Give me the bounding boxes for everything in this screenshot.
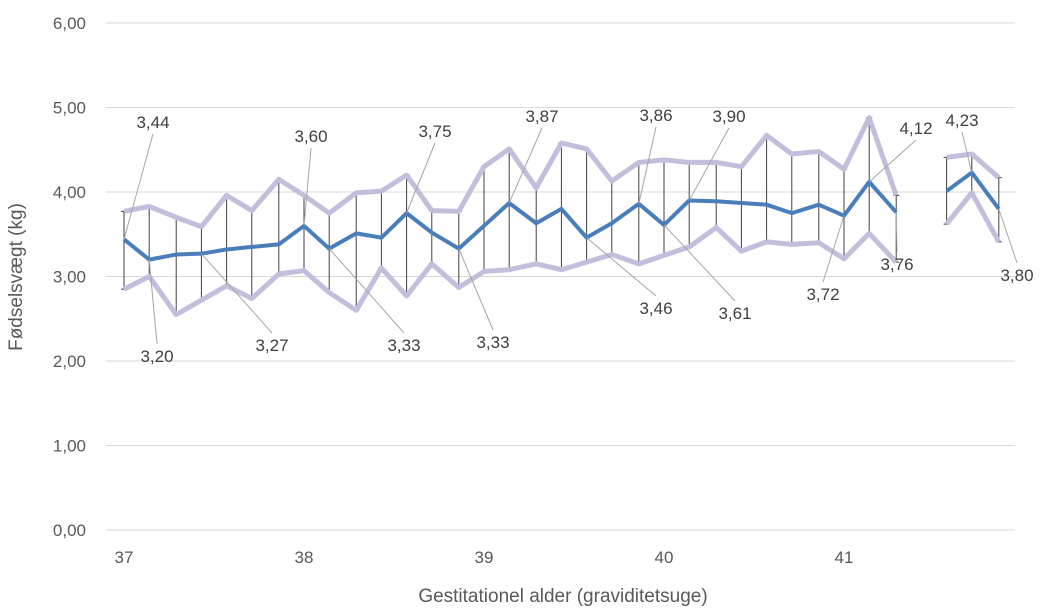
leader-line	[663, 224, 736, 302]
leader-line	[201, 253, 273, 334]
leader-line	[328, 248, 405, 334]
leader-line	[586, 237, 657, 297]
range-bands	[122, 115, 1001, 318]
data-label: 3,86	[639, 106, 672, 125]
data-label: 3,20	[140, 347, 173, 366]
x-tick-label: 40	[655, 548, 674, 567]
leader-line	[303, 147, 312, 226]
leader-line	[961, 131, 973, 173]
y-tick-label: 2,00	[53, 352, 86, 371]
leader-line	[998, 208, 1018, 264]
mean-line	[122, 179, 898, 262]
leader-line	[406, 142, 436, 214]
gridlines	[106, 22, 1015, 531]
y-tick-label: 1,00	[53, 437, 86, 456]
upper-line	[946, 151, 1001, 180]
data-label: 3,61	[718, 304, 751, 323]
data-label: 3,90	[712, 107, 745, 126]
data-label: 3,76	[880, 255, 913, 274]
x-tick-label: 37	[115, 548, 134, 567]
data-label: 3,60	[294, 127, 327, 146]
data-labels: 3,44 3,20 3,27 3,60 3,33 3,75 3,33 3,87 3,46 3,86…	[123, 106, 1034, 366]
data-label: 3,75	[418, 122, 451, 141]
data-label: 3,33	[476, 333, 509, 352]
leader-line	[148, 259, 158, 345]
x-axis-title: Gestitationel alder (graviditetsuge)	[418, 586, 707, 607]
leader-line	[895, 212, 898, 253]
x-tick-label: 39	[475, 548, 494, 567]
data-label: 4,12	[899, 119, 932, 138]
data-label: 3,87	[525, 107, 558, 126]
leader-line	[822, 215, 845, 283]
y-tick-label: 3,00	[53, 268, 86, 287]
data-label: 3,72	[806, 285, 839, 304]
y-axis-title: Fødselsvægt (kg)	[6, 203, 27, 351]
y-tick-label: 5,00	[53, 99, 86, 118]
x-tick-label: 41	[835, 548, 854, 567]
range-whiskers	[121, 117, 1002, 316]
data-label: 4,23	[945, 111, 978, 130]
leader-line	[508, 127, 543, 204]
data-label: 3,27	[255, 336, 288, 355]
x-tick-labels: 37 38 39 40 41	[115, 548, 854, 567]
leader-line	[868, 139, 917, 183]
y-tick-label: 0,00	[53, 521, 86, 540]
leader-line	[688, 127, 730, 201]
leader-line	[458, 248, 494, 331]
data-label: 3,80	[1000, 266, 1033, 285]
x-tick-label: 38	[295, 548, 314, 567]
y-tick-labels: 0,00 1,00 2,00 3,00 4,00 5,00 6,00	[53, 14, 86, 540]
upper-line	[123, 115, 899, 230]
leader-line	[638, 126, 657, 204]
leader-line	[123, 133, 154, 240]
y-tick-label: 4,00	[53, 183, 86, 202]
data-label: 3,46	[639, 299, 672, 318]
y-tick-label: 6,00	[53, 14, 86, 33]
data-label: 3,44	[136, 113, 169, 132]
lower-line	[944, 190, 1001, 244]
data-label: 3,33	[387, 336, 420, 355]
lower-line	[122, 224, 899, 318]
